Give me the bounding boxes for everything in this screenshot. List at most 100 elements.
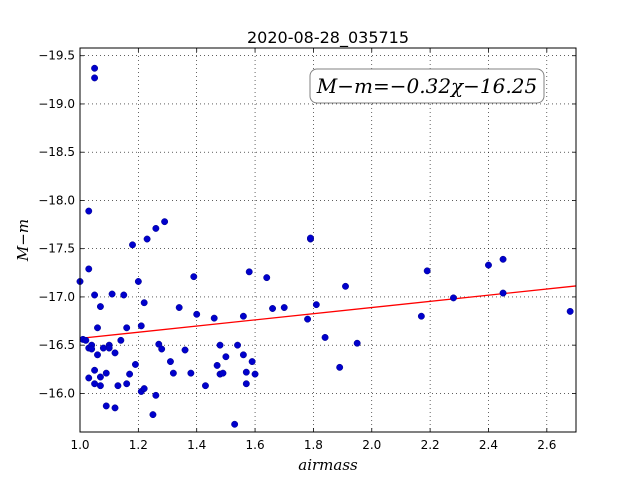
data-point <box>158 345 166 353</box>
data-point <box>242 380 250 388</box>
y-tick-label: −19.0 <box>38 97 75 111</box>
data-point <box>269 305 277 312</box>
data-point <box>143 235 151 243</box>
axes <box>79 47 577 433</box>
y-tick-label: −18.5 <box>38 145 75 159</box>
x-axis-label: airmass <box>298 456 358 474</box>
data-point <box>140 299 148 307</box>
data-point <box>166 358 174 366</box>
data-point <box>85 265 93 273</box>
data-point <box>120 291 128 299</box>
data-point <box>353 339 361 347</box>
data-point <box>111 404 119 412</box>
data-point <box>91 366 99 374</box>
data-point <box>134 278 142 285</box>
data-point <box>193 310 201 318</box>
data-point <box>123 324 131 332</box>
data-point <box>91 291 99 299</box>
data-point <box>234 341 242 349</box>
data-point <box>307 234 314 242</box>
y-axis-label: M−m <box>14 219 32 262</box>
x-tick-label: 2.2 <box>421 438 440 452</box>
data-point <box>129 241 136 249</box>
y-tick-label: −17.5 <box>38 242 75 256</box>
data-point <box>342 282 349 290</box>
fit-line <box>79 285 577 340</box>
data-point <box>161 218 169 226</box>
data-point <box>96 303 104 311</box>
data-point <box>169 369 177 377</box>
chart-title: 2020-08-28_035715 <box>247 28 409 48</box>
data-point <box>210 314 218 322</box>
fit-annotation-box <box>309 68 545 104</box>
y-tick-label: −18.0 <box>38 193 75 207</box>
x-tick-label: 2.6 <box>537 438 556 452</box>
x-tick-label: 1.2 <box>129 438 148 452</box>
plot-frame <box>79 47 577 433</box>
data-point <box>239 351 247 359</box>
data-point <box>99 344 107 352</box>
data-point <box>499 289 507 297</box>
data-point <box>280 304 288 311</box>
x-tick-label: 1.4 <box>187 438 206 452</box>
data-point <box>131 361 139 368</box>
data-point <box>91 74 99 82</box>
data-point <box>304 315 312 323</box>
data-point <box>152 391 160 399</box>
data-point <box>82 336 90 344</box>
data-point <box>85 374 93 382</box>
data-point <box>126 370 134 378</box>
data-point <box>96 373 104 381</box>
y-tick-label: −16.0 <box>38 386 75 400</box>
data-point <box>181 346 189 354</box>
data-point <box>102 369 110 377</box>
data-point <box>248 358 256 366</box>
data-point <box>231 420 239 428</box>
y-tick-label: −16.5 <box>38 338 75 352</box>
data-point <box>417 312 425 320</box>
data-point <box>96 382 104 390</box>
data-point <box>91 380 99 388</box>
grid <box>80 48 576 432</box>
y-tick-label: −17.0 <box>38 290 75 304</box>
data-point <box>219 369 227 377</box>
data-point <box>102 402 110 410</box>
data-point <box>263 274 271 282</box>
data-point <box>187 369 195 377</box>
data-point <box>85 207 93 215</box>
data-point <box>94 351 101 359</box>
x-tick-label: 2.4 <box>479 438 498 452</box>
data-point <box>123 380 131 388</box>
data-point <box>152 224 160 232</box>
data-point <box>140 385 148 393</box>
x-tick-label: 1.0 <box>70 438 89 452</box>
data-point <box>239 312 247 320</box>
data-point <box>222 353 230 361</box>
data-point <box>190 273 198 281</box>
data-point <box>213 361 221 369</box>
tick-labels: 1.0 1.2 1.4 1.6 1.8 2.0 2.2 2.4 2.6 −16.0 −16.5 −17… <box>38 49 556 452</box>
data-point <box>423 267 431 275</box>
data-point <box>94 324 101 332</box>
data-point <box>321 333 329 341</box>
data-point <box>499 255 507 263</box>
data-point <box>88 345 96 353</box>
data-point <box>251 370 259 378</box>
data-point <box>242 368 250 376</box>
data-point <box>312 301 320 309</box>
data-points <box>76 64 574 428</box>
data-point <box>336 363 344 371</box>
x-tick-label: 2.0 <box>362 438 381 452</box>
fit-annotation-text: M−m=−0.32χ−16.25 <box>316 74 537 98</box>
data-point <box>450 294 457 302</box>
data-point <box>566 307 574 315</box>
y-tick-label: −19.5 <box>38 49 75 63</box>
data-point <box>114 382 122 390</box>
data-point <box>202 382 209 390</box>
fit-line-layer <box>79 285 577 340</box>
data-point <box>216 341 224 349</box>
data-point <box>117 336 125 344</box>
data-point <box>91 64 99 72</box>
